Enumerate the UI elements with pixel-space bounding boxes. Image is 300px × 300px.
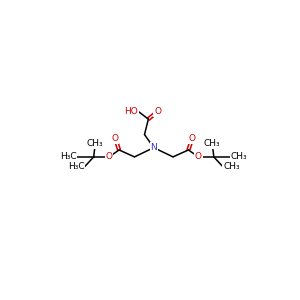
Text: H₃C: H₃C — [60, 152, 77, 161]
Text: CH₃: CH₃ — [231, 152, 248, 161]
Text: O: O — [154, 107, 161, 116]
Text: H₃C: H₃C — [68, 162, 85, 171]
Text: O: O — [189, 134, 196, 143]
Text: HO: HO — [124, 107, 138, 116]
Text: CH₃: CH₃ — [87, 139, 104, 148]
Text: O: O — [106, 152, 112, 161]
Text: N: N — [150, 143, 157, 152]
Text: CH₃: CH₃ — [204, 139, 220, 148]
Text: O: O — [195, 152, 202, 161]
Text: O: O — [112, 134, 119, 143]
Text: CH₃: CH₃ — [223, 162, 240, 171]
